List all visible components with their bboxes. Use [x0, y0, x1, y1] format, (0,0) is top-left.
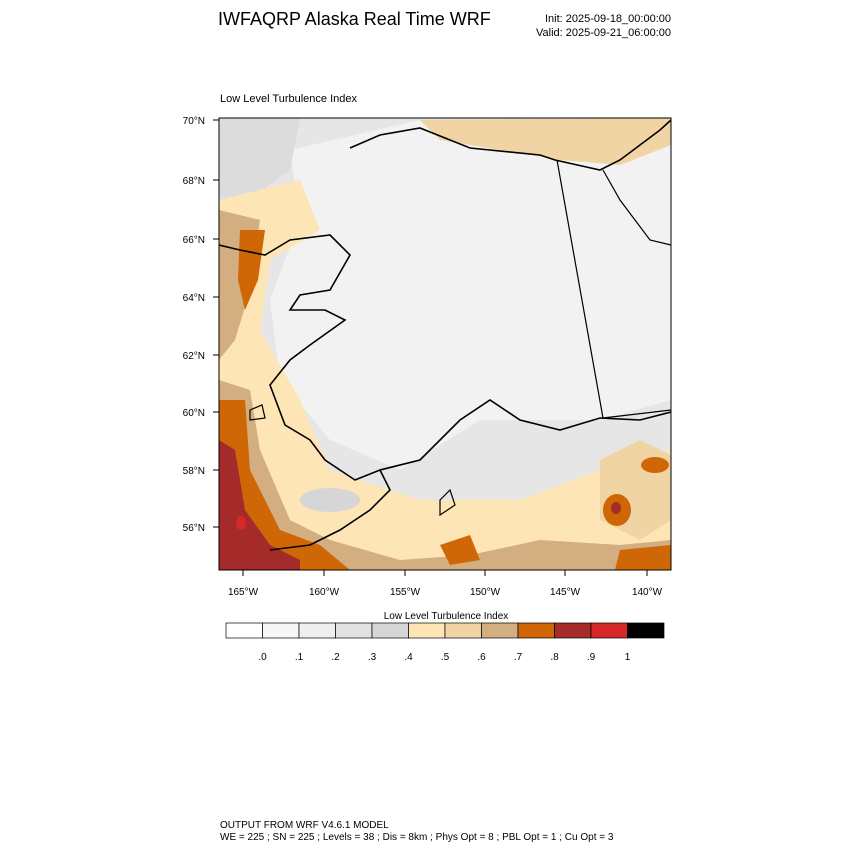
colorbar-box	[335, 622, 373, 639]
lat-label: 62°N	[183, 351, 205, 362]
colorbar-box	[554, 622, 592, 639]
colorbar-box	[225, 622, 263, 639]
colorbar-label: .7	[514, 652, 523, 663]
colorbar-label: 1	[625, 652, 631, 663]
colorbar: .0 .1 .2 .3 .4 .5 .6 .7 .8 .9 1	[225, 622, 665, 663]
init-time: Init: 2025-09-18_00:00:00	[545, 13, 671, 25]
lon-label: 140°W	[632, 587, 663, 598]
colorbar-label: .1	[295, 652, 304, 663]
lat-label: 60°N	[183, 408, 205, 419]
lat-label: 68°N	[183, 176, 205, 187]
colorbar-label: .4	[404, 652, 413, 663]
colorbar-label: .8	[550, 652, 559, 663]
lon-label: 155°W	[390, 587, 421, 598]
colorbar-box	[627, 622, 665, 639]
footer-line: WE = 225 ; SN = 225 ; Levels = 38 ; Dis …	[220, 832, 614, 843]
footer-line: OUTPUT FROM WRF V4.6.1 MODEL	[220, 820, 389, 831]
colorbar-box	[517, 622, 555, 639]
map-field	[219, 118, 671, 570]
lon-label: 145°W	[550, 587, 581, 598]
lat-label: 70°N	[183, 116, 205, 127]
colorbar-box	[371, 622, 409, 639]
valid-time: Valid: 2025-09-21_06:00:00	[536, 27, 671, 39]
map-title: Low Level Turbulence Index	[220, 93, 357, 105]
lat-label: 64°N	[183, 293, 205, 304]
colorbar-box	[298, 622, 336, 639]
colorbar-title: Low Level Turbulence Index	[384, 611, 509, 622]
colorbar-box	[444, 622, 482, 639]
lon-label: 150°W	[470, 587, 501, 598]
map-frame	[218, 117, 672, 571]
title: IWFAQRP Alaska Real Time WRF	[218, 9, 491, 29]
colorbar-box	[481, 622, 519, 639]
lat-label: 66°N	[183, 235, 205, 246]
colorbar-box	[408, 622, 446, 639]
colorbar-box	[590, 622, 628, 639]
lon-label: 165°W	[228, 587, 259, 598]
colorbar-label: .9	[587, 652, 596, 663]
colorbar-label: .6	[477, 652, 486, 663]
colorbar-label: .5	[441, 652, 450, 663]
lon-label: 160°W	[309, 587, 340, 598]
lat-label: 56°N	[183, 523, 205, 534]
colorbar-label: .3	[368, 652, 377, 663]
colorbar-label: .2	[331, 652, 340, 663]
colorbar-label: .0	[258, 652, 267, 663]
lat-label: 58°N	[183, 466, 205, 477]
colorbar-box	[262, 622, 300, 639]
